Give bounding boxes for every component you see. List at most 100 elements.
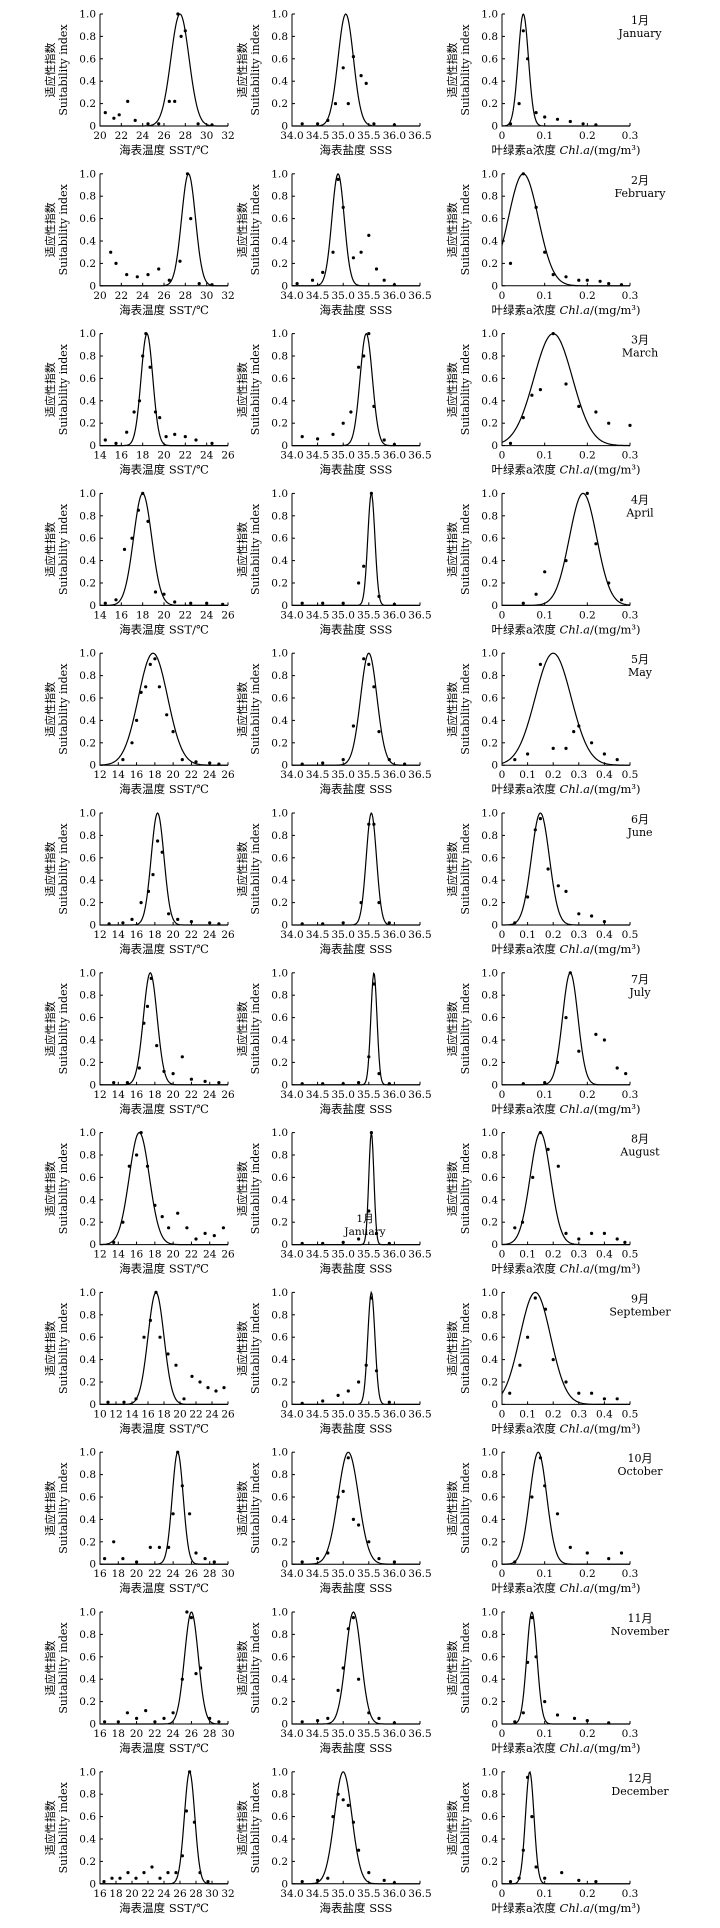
x-tick-label: 22 bbox=[115, 130, 128, 142]
x-axis-title: 海表盐度 SSS bbox=[320, 622, 393, 636]
x-tick-label: 34.5 bbox=[306, 450, 329, 462]
data-point bbox=[577, 1391, 581, 1395]
x-tick-label: 14 bbox=[112, 769, 126, 781]
x-tick-label: 36.0 bbox=[383, 130, 406, 142]
data-point bbox=[122, 547, 127, 552]
y-tick-label: 0.8 bbox=[79, 830, 96, 842]
y-tick-label: 1.0 bbox=[271, 1447, 288, 1459]
x-axis-title: 叶绿素a浓度 Chl.a/(mg/m³) bbox=[492, 303, 641, 317]
data-point bbox=[336, 177, 340, 181]
data-point bbox=[212, 1234, 216, 1238]
x-tick-label: 0.3 bbox=[622, 1568, 639, 1580]
data-point bbox=[144, 1709, 148, 1713]
x-tick-label: 24 bbox=[200, 609, 214, 621]
x-tick-label: 22 bbox=[179, 609, 192, 621]
data-point bbox=[203, 1557, 207, 1561]
x-tick-label: 26 bbox=[185, 1728, 199, 1740]
data-point bbox=[203, 1079, 207, 1083]
data-point bbox=[130, 917, 134, 922]
month-label-en: February bbox=[615, 187, 667, 200]
data-point bbox=[300, 1560, 304, 1564]
data-point bbox=[585, 278, 589, 282]
y-tick-label: 0.8 bbox=[79, 670, 96, 682]
data-point bbox=[387, 758, 391, 762]
y-axis-title-cn: 适应性指数 bbox=[235, 1481, 249, 1536]
fitted-curve bbox=[100, 971, 228, 1086]
axes bbox=[99, 173, 228, 287]
x-tick-label: 0.4 bbox=[596, 929, 613, 941]
y-tick-label: 0.6 bbox=[271, 373, 288, 385]
x-tick-label: 16 bbox=[115, 609, 129, 621]
x-tick-label: 35.5 bbox=[357, 1568, 380, 1580]
y-tick-label: 0.6 bbox=[481, 1492, 498, 1504]
data-point bbox=[619, 1551, 624, 1555]
y-axis-title-cn: 适应性指数 bbox=[445, 362, 459, 417]
data-point bbox=[615, 1397, 619, 1401]
data-point bbox=[403, 762, 407, 766]
data-point bbox=[188, 1512, 192, 1516]
data-point bbox=[543, 1484, 547, 1488]
data-point bbox=[210, 123, 214, 127]
y-axis-title-cn: 适应性指数 bbox=[445, 1641, 459, 1696]
y-tick-label: 0.2 bbox=[79, 98, 96, 110]
y-tick-label: 0.4 bbox=[79, 1834, 96, 1846]
y-tick-label: 0.4 bbox=[79, 875, 96, 887]
y-tick-label: 0 bbox=[89, 440, 96, 452]
axes bbox=[291, 653, 420, 766]
y-tick-label: 1.0 bbox=[271, 1766, 288, 1778]
data-point bbox=[521, 172, 525, 176]
x-tick-label: 16 bbox=[130, 769, 144, 781]
y-tick-label: 0 bbox=[89, 280, 96, 292]
data-point bbox=[167, 278, 171, 282]
x-tick-label: 0.3 bbox=[570, 1249, 587, 1261]
x-tick-label: 26 bbox=[221, 1249, 235, 1261]
data-point bbox=[208, 921, 212, 925]
axes bbox=[99, 1612, 228, 1725]
panel-6-chla: 0 0.2 0.4 0.6 0.8 1.0 0 0.1 0.2 0.3 0.4 0.5 适应性指数 Sui… bbox=[445, 808, 653, 957]
panel-1-sss: 0 0.2 0.4 0.6 0.8 1.0 34.0 34.5 35.0 35.5 36.0 36.5… bbox=[235, 9, 432, 158]
x-tick-label: 22 bbox=[148, 1728, 161, 1740]
y-tick-label: 0 bbox=[491, 1239, 498, 1251]
data-point bbox=[619, 283, 624, 287]
panel-10-sss: 0 0.2 0.4 0.6 0.8 1.0 34.0 34.5 35.0 35.5 36.0 36.5… bbox=[235, 1447, 432, 1596]
fitted-curve bbox=[502, 1770, 630, 1885]
month-label-en: January bbox=[617, 27, 662, 40]
data-point bbox=[341, 1489, 345, 1493]
x-tick-label: 30 bbox=[221, 1728, 234, 1740]
y-tick-label: 0 bbox=[491, 440, 498, 452]
y-axis-title-en: Suitability index bbox=[459, 183, 472, 275]
data-point bbox=[185, 172, 190, 176]
data-point bbox=[154, 1290, 158, 1294]
data-point bbox=[521, 601, 525, 605]
data-point bbox=[208, 761, 212, 765]
x-axis-title: 海表温度 SST/℃ bbox=[119, 1102, 209, 1116]
panel-2-sst: 0 0.2 0.4 0.6 0.8 1.0 20 22 24 26 28 30 32 适应性指数 Suita… bbox=[43, 168, 235, 316]
data-point bbox=[148, 365, 152, 369]
y-tick-label: 0.4 bbox=[271, 1674, 288, 1686]
y-tick-label: 0 bbox=[89, 121, 96, 133]
data-point bbox=[114, 441, 118, 445]
data-point bbox=[149, 976, 153, 981]
panel-5-chla: 0 0.2 0.4 0.6 0.8 1.0 0 0.1 0.2 0.3 0.4 0.5 适应性指数 Sui… bbox=[445, 648, 653, 797]
y-tick-label: 0.2 bbox=[79, 737, 96, 749]
y-axis-title-cn: 适应性指数 bbox=[235, 1641, 249, 1696]
data-point bbox=[116, 1720, 120, 1724]
y-tick-label: 0 bbox=[491, 1079, 498, 1091]
x-tick-label: 35.0 bbox=[332, 769, 355, 781]
data-point bbox=[543, 1081, 547, 1085]
fitted-curve bbox=[100, 492, 228, 606]
y-axis-title-cn: 适应性指数 bbox=[445, 522, 459, 577]
data-point bbox=[534, 592, 538, 596]
y-tick-label: 0.4 bbox=[79, 1514, 96, 1526]
data-point bbox=[171, 730, 175, 734]
y-tick-label: 0 bbox=[491, 1559, 498, 1571]
month-label-cn: 3月 bbox=[631, 334, 649, 347]
x-tick-label: 36.5 bbox=[408, 1888, 431, 1900]
data-point bbox=[190, 1374, 194, 1378]
x-tick-label: 0.2 bbox=[579, 450, 596, 462]
y-axis-title-cn: 适应性指数 bbox=[43, 1800, 57, 1855]
axes bbox=[99, 1771, 228, 1885]
data-point bbox=[205, 601, 209, 605]
y-tick-label: 0.8 bbox=[271, 990, 288, 1002]
x-tick-label: 26 bbox=[221, 609, 235, 621]
